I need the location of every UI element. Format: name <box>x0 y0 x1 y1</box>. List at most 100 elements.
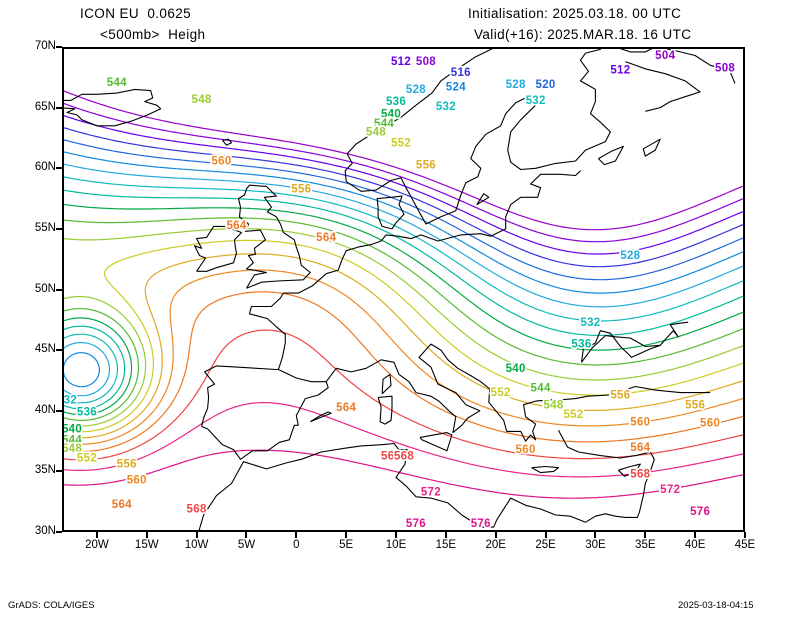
y-tick-label: 40N <box>34 403 56 416</box>
contour-label-halo: 536 <box>571 339 591 351</box>
coastline-path <box>419 432 453 452</box>
coastline-path <box>476 193 490 206</box>
contour-label-halo: 532 <box>62 394 77 406</box>
contour-label-halo: 560 <box>630 416 650 428</box>
footer-credit: GrADS: COLA/IGES <box>8 600 95 611</box>
contour-label-516: 516 <box>451 67 471 79</box>
x-tick-mark <box>494 532 497 538</box>
contour-label-halo: 576 <box>471 518 491 530</box>
coastline-path <box>659 321 689 346</box>
contour-line-528 <box>63 341 111 397</box>
contour-label-532: 532 <box>62 394 77 406</box>
contour-label-568: 568 <box>394 450 414 462</box>
y-tick-label: 55N <box>34 221 56 234</box>
x-tick-mark <box>95 532 98 538</box>
coastline-path <box>587 385 711 397</box>
contour-label-halo: 528 <box>506 79 526 91</box>
x-tick-label: 40E <box>684 539 706 551</box>
y-tick-mark <box>56 349 62 352</box>
contour-label-540: 540 <box>381 108 401 120</box>
contour-line-540 <box>63 203 744 351</box>
y-tick-mark <box>56 288 62 291</box>
contour-label-halo: 564 <box>226 220 246 232</box>
contour-label-halo: 520 <box>536 79 556 91</box>
contour-line-508 <box>63 102 744 243</box>
contour-plot: 504 504 508 508 508 508 512 512 512 512 516 516 520 5… <box>62 47 745 532</box>
contour-label-halo: 564 <box>630 442 650 454</box>
x-tick-mark <box>744 532 746 538</box>
contour-line-564 <box>63 291 744 453</box>
coastline-path <box>616 48 655 53</box>
contour-line-532 <box>63 176 744 322</box>
contour-label-halo: 552 <box>563 409 583 421</box>
contour-label-halo: 544 <box>374 118 394 130</box>
model-title: ICON EU 0.0625 <box>80 6 192 21</box>
contour-label-552: 552 <box>391 137 411 149</box>
contour-label-halo: 552 <box>391 137 411 149</box>
coastline-path <box>580 330 661 363</box>
contour-label-568: 568 <box>630 468 650 480</box>
contour-label-548: 548 <box>192 94 212 106</box>
contour-label-508: 508 <box>416 56 436 68</box>
x-tick-label: 5E <box>339 539 354 551</box>
contour-label-halo: 544 <box>531 382 551 394</box>
contour-line-572 <box>63 402 744 478</box>
y-tick-mark <box>56 46 62 48</box>
contour-line-528 <box>63 163 744 308</box>
coastline-path <box>201 369 329 460</box>
contour-label-552: 552 <box>563 409 583 421</box>
y-tick-mark <box>56 470 62 473</box>
contour-label-544: 544 <box>62 434 82 446</box>
contour-label-halo: 544 <box>62 434 82 446</box>
x-tick-label: 20E <box>485 539 506 551</box>
contour-label-576: 576 <box>690 506 710 518</box>
contour-label-halo: 556 <box>610 390 630 402</box>
contour-line-568 <box>63 329 744 461</box>
x-tick-label: 15W <box>134 539 159 551</box>
contour-label-halo: 560 <box>700 418 720 430</box>
contour-label-halo: 548 <box>62 443 82 455</box>
contour-label-halo: 568 <box>381 450 401 462</box>
contour-label-504: 504 <box>655 50 675 62</box>
contour-label-halo: 576 <box>690 506 710 518</box>
contour-label-524: 524 <box>446 82 466 94</box>
contour-label-536: 536 <box>77 407 97 419</box>
x-tick-mark <box>295 532 298 538</box>
x-tick-label: 15E <box>435 539 457 551</box>
contour-label-556: 556 <box>685 399 705 411</box>
y-tick-mark <box>56 106 62 109</box>
y-tick-label: 30N <box>34 525 56 537</box>
contour-label-halo: 528 <box>620 250 640 262</box>
contour-label-532: 532 <box>436 101 456 113</box>
coastline-path <box>377 395 393 425</box>
contour-label-560: 560 <box>630 416 650 428</box>
x-tick-label: 10W <box>184 539 209 551</box>
contour-label-halo: 508 <box>416 56 436 68</box>
x-tick-mark <box>544 532 547 538</box>
x-tick-mark <box>245 532 248 538</box>
contour-label-halo: 552 <box>77 453 97 465</box>
contour-line-520 <box>63 138 744 281</box>
contour-label-halo: 568 <box>187 504 207 516</box>
contour-label-552: 552 <box>77 453 97 465</box>
contour-label-halo: 556 <box>416 159 436 171</box>
contour-label-564: 564 <box>112 499 132 511</box>
contour-label-556: 556 <box>117 459 137 471</box>
coastline-path <box>642 138 661 157</box>
x-tick-label: 45E <box>734 539 756 551</box>
contour-label-572: 572 <box>421 487 441 499</box>
contour-label-halo: 564 <box>112 499 132 511</box>
contour-label-564: 564 <box>336 402 356 414</box>
y-tick-label: 70N <box>34 40 56 52</box>
contour-label-halo: 548 <box>192 94 212 106</box>
x-tick-label: 0 <box>293 539 300 551</box>
contour-label-568: 568 <box>187 504 207 516</box>
contour-label-540: 540 <box>506 363 526 375</box>
coastline-path <box>381 373 392 395</box>
contour-label-halo: 556 <box>117 459 137 471</box>
contour-label-512: 512 <box>391 56 411 68</box>
contour-label-556: 556 <box>416 159 436 171</box>
contour-label-564: 564 <box>630 442 650 454</box>
contour-label-508: 508 <box>715 62 735 74</box>
